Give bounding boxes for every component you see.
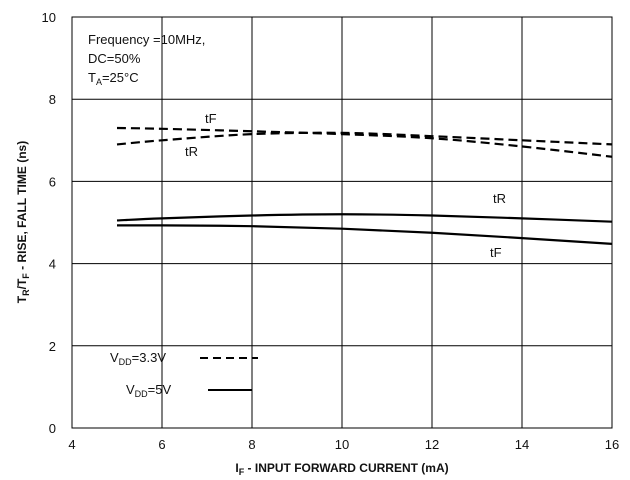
series-group (116, 126, 613, 245)
plot-frame (71, 16, 613, 429)
x-tick-label-6: 16 (605, 437, 619, 452)
legend-entry-3v3: VDD=3.3V (110, 350, 166, 367)
series-line-3 (116, 224, 613, 245)
x-tick-label-0: 4 (68, 437, 75, 452)
y-axis-label-sub2: F (21, 273, 31, 279)
annotation-t-sub: A (96, 77, 102, 87)
annotation-t-rest: =25°C (102, 70, 139, 85)
y-axis-label-mid: /T (15, 278, 29, 289)
legend-5v-rest: =5V (148, 382, 172, 397)
label-tR-dashed: tR (185, 144, 198, 159)
x-axis-label-rest: - INPUT FORWARD CURRENT (mA) (244, 461, 448, 475)
annotation-line-1: Frequency =10MHz, (88, 32, 205, 47)
label-tF-dashed: tF (205, 111, 217, 126)
label-tF-solid: tF (490, 245, 502, 260)
y-tick-label-1: 2 (49, 339, 56, 354)
legend-3v3-v: V (110, 350, 119, 365)
legend-entry-5v: VDD=5V (126, 382, 171, 399)
x-axis-label-sub: F (239, 467, 245, 477)
y-tick-label-4: 8 (49, 92, 56, 107)
series-line-0 (116, 126, 613, 158)
y-tick-label-3: 6 (49, 174, 56, 189)
y-tick-label-0: 0 (49, 421, 56, 436)
legend-3v3-sub: DD (119, 357, 132, 367)
legend-5v-v: V (126, 382, 135, 397)
y-tick-label-2: 4 (49, 257, 56, 272)
x-tick-labels: 4 6 8 10 12 14 16 (68, 437, 619, 452)
legend-5v-sub: DD (135, 389, 148, 399)
y-axis-label-sub1: R (21, 289, 31, 296)
y-tick-label-5: 10 (42, 10, 56, 25)
annotation-line-3: TA=25°C (88, 70, 139, 87)
y-axis-label-rest: - RISE, FALL TIME (ns) (15, 141, 29, 273)
x-tick-label-3: 10 (335, 437, 349, 452)
x-tick-label-2: 8 (248, 437, 255, 452)
annotation-t: T (88, 70, 96, 85)
y-axis-label: TR/TF - RISE, FALL TIME (ns) (15, 141, 31, 303)
x-tick-label-5: 14 (515, 437, 529, 452)
series-line-1 (116, 131, 613, 146)
series-line-2 (116, 213, 613, 223)
y-axis-label-main: T (15, 295, 29, 303)
x-tick-label-1: 6 (158, 437, 165, 452)
annotation-line-2: DC=50% (88, 51, 141, 66)
x-axis-label: IF - INPUT FORWARD CURRENT (mA) (235, 461, 448, 477)
x-axis-label-main: I (235, 461, 238, 475)
label-tR-solid: tR (493, 191, 506, 206)
grid (72, 17, 612, 428)
y-tick-labels: 0 2 4 6 8 10 (42, 10, 56, 436)
legend-3v3-rest: =3.3V (132, 350, 167, 365)
x-tick-label-4: 12 (425, 437, 439, 452)
